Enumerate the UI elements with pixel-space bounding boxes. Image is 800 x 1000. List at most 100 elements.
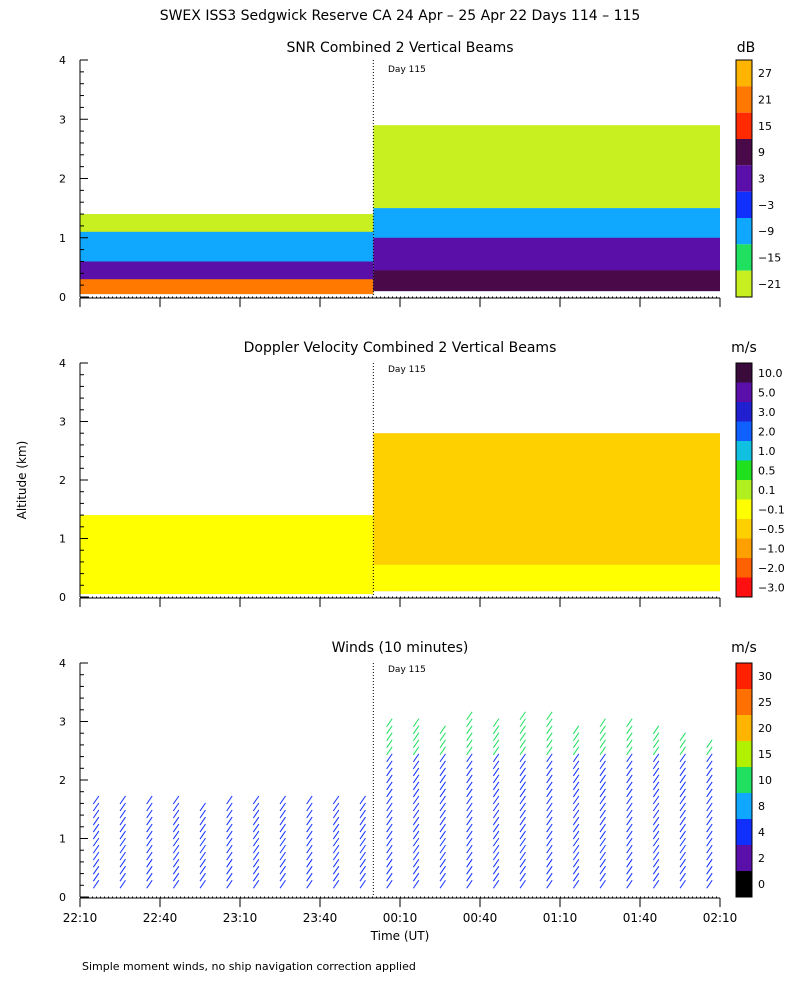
wind-barb — [706, 844, 713, 854]
wind-barb — [466, 718, 473, 728]
wind-barb — [546, 837, 553, 847]
wind-barb — [546, 718, 553, 728]
wind-barb — [599, 872, 606, 882]
winds-panel-title: Winds (10 minutes) — [332, 640, 469, 656]
wind-barb — [519, 711, 526, 721]
wind-barb — [466, 753, 473, 763]
wind-barb — [572, 872, 580, 882]
wind-barb — [519, 788, 526, 798]
wind-barb — [599, 753, 606, 763]
wind-barb — [519, 809, 526, 819]
wind-barb — [652, 781, 660, 791]
wind-barb — [599, 816, 606, 826]
wind-barb — [626, 774, 633, 784]
wind-barb — [572, 858, 580, 868]
wind-barb — [599, 746, 606, 756]
wind-barb — [466, 851, 473, 861]
wind-barb — [172, 823, 180, 833]
wind-barb — [279, 802, 286, 812]
wind-barb — [492, 781, 500, 791]
wind-barb — [226, 851, 233, 861]
wind-barb — [572, 732, 580, 742]
wind-barb — [412, 753, 420, 763]
wind-barb — [332, 809, 340, 819]
wind-barb — [439, 830, 446, 840]
snr-data-layer — [80, 125, 720, 295]
wind-barb — [546, 774, 553, 784]
wind-barb — [92, 795, 100, 805]
wind-barb — [306, 816, 313, 826]
snr-colorbar-unit: dB — [737, 40, 756, 56]
wind-barb — [199, 809, 206, 819]
wind-barb — [466, 816, 473, 826]
wind-barb — [226, 865, 233, 875]
wind-barb — [492, 718, 500, 728]
wind-barb — [466, 732, 473, 742]
wind-barb — [252, 879, 260, 889]
wind-barb — [492, 795, 500, 805]
wind-barb — [172, 879, 180, 889]
wind-barb — [652, 760, 660, 770]
wind-barb — [332, 830, 340, 840]
wind-barb — [172, 830, 180, 840]
wind-barb — [626, 732, 633, 742]
wind-barb — [412, 865, 420, 875]
wind-barb — [386, 851, 393, 861]
doppler-data-layer — [80, 433, 720, 595]
wind-barb — [172, 802, 180, 812]
wind-barb — [412, 760, 420, 770]
snr-panel: SNR Combined 2 Vertical Beams 0 1 2 3 4 Day … — [59, 40, 781, 307]
wind-barb — [146, 851, 153, 861]
wind-barb — [652, 823, 660, 833]
wind-barb — [599, 767, 606, 777]
wind-barb — [92, 865, 100, 875]
wind-barb — [412, 718, 420, 728]
colorbar-swatch — [736, 441, 752, 461]
wind-barb — [466, 795, 473, 805]
colorbar-tick-label: 0 — [758, 878, 765, 891]
wind-barb — [252, 865, 260, 875]
doppler-day-label: Day 115 — [388, 365, 426, 375]
y-tick-label: 1 — [59, 533, 66, 546]
wind-barb — [519, 718, 526, 728]
wind-barb — [626, 837, 633, 847]
wind-barb — [119, 872, 126, 882]
wind-barb — [626, 851, 633, 861]
colorbar-tick-label: −3.0 — [758, 581, 785, 594]
wind-barb — [439, 725, 446, 735]
wind-barb — [252, 837, 260, 847]
wind-barb — [92, 809, 100, 819]
wind-barb — [146, 865, 153, 875]
wind-barb — [546, 711, 553, 721]
wind-barb — [679, 739, 686, 749]
colorbar-tick-label: 10.0 — [758, 367, 783, 380]
wind-barb — [332, 879, 340, 889]
wind-barb — [599, 865, 606, 875]
wind-barb — [546, 844, 553, 854]
wind-barb — [519, 746, 526, 756]
wind-barb — [492, 739, 500, 749]
wind-barb — [439, 872, 446, 882]
wind-barb — [412, 767, 420, 777]
wind-barb — [252, 830, 260, 840]
wind-barb — [599, 837, 606, 847]
wind-barb — [252, 802, 260, 812]
wind-barb — [572, 823, 580, 833]
wind-barb — [492, 865, 500, 875]
wind-barb — [519, 774, 526, 784]
wind-barb — [546, 760, 553, 770]
colorbar-swatch — [736, 663, 752, 689]
wind-barb — [546, 739, 553, 749]
wind-barb — [572, 816, 580, 826]
wind-barb — [146, 879, 153, 889]
wind-barb — [652, 774, 660, 784]
wind-barb — [386, 802, 393, 812]
wind-barb — [492, 767, 500, 777]
wind-barb — [172, 865, 180, 875]
wind-barb — [519, 837, 526, 847]
snr-panel-title: SNR Combined 2 Vertical Beams — [286, 40, 513, 56]
wind-barb — [599, 802, 606, 812]
wind-barb — [492, 802, 500, 812]
y-axis-label: Altitude (km) — [15, 441, 29, 520]
y-tick-label: 3 — [59, 716, 66, 729]
